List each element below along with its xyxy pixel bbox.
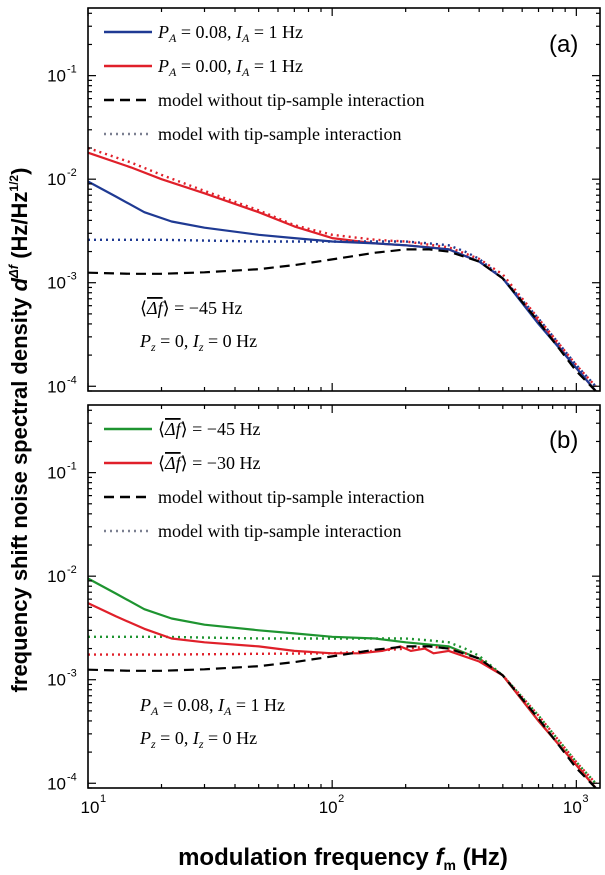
panel-b-ytick-label-3: 10 — [47, 774, 66, 793]
panel-a-series-4 — [87, 248, 597, 392]
panel-b-frame — [87, 404, 601, 789]
y-axis-label-units: (Hz/Hz — [7, 192, 32, 265]
panel-a-ytick-exp-2: -3 — [67, 271, 77, 283]
panel-a-series-2 — [87, 180, 597, 392]
x-axis-label-sub: m — [443, 857, 455, 873]
panel-a-label: (a) — [549, 31, 578, 58]
xtick-label-1: 10 — [319, 798, 338, 817]
panel-b-label: (b) — [549, 427, 578, 454]
panel-a-annotation-1: Pz = 0, Iz = 0 Hz — [139, 331, 257, 354]
panel-a-series-0 — [87, 151, 597, 392]
panel-b-ytick-label-2: 10 — [47, 671, 66, 690]
panel-a-legend: PA = 0.08, IA = 1 Hz PA = 0.00, IA = 1 Hz… — [104, 22, 424, 144]
panel-a-ytick-label-1: 10 — [47, 170, 66, 189]
y-axis-label-units-close: ) — [7, 168, 32, 175]
y-axis-label: frequency shift noise spectral density d… — [6, 168, 32, 693]
y-axis-label-units-sup: 1/2 — [7, 175, 21, 192]
panel-a-annotation-0: ⟨Δf⟩ = −45 Hz — [140, 298, 242, 318]
x-axis-label-units: (Hz) — [456, 844, 508, 871]
panel-a-series — [87, 146, 597, 392]
panel-a-ytick-label-3: 10 — [47, 377, 66, 396]
x-axis-label: modulation frequency fm (Hz) — [178, 844, 508, 873]
panel-a-legend-label-2: model without tip-sample interaction — [158, 90, 424, 110]
panel-a-frame — [87, 7, 601, 392]
panel-a: 10-110-210-310-4 (a) PA = 0.08, IA = 1 H… — [47, 7, 601, 396]
y-axis-label-main: frequency shift noise spectral density — [7, 291, 32, 692]
panel-b-series-1 — [88, 635, 597, 785]
y-axis-label-sup: Δf — [6, 263, 21, 279]
panel-b-ytick-label-1: 10 — [47, 567, 66, 586]
panel-b-legend-label-0: ⟨Δf⟩ = −45 Hz — [158, 419, 260, 439]
panel-b-series-0 — [87, 577, 597, 789]
panel-b-series-4 — [87, 645, 597, 789]
panel-b-series — [87, 577, 597, 789]
xtick-exp-2: 3 — [582, 793, 588, 805]
xtick-label-2: 10 — [563, 798, 582, 817]
panel-a-legend-label-1: PA = 0.00, IA = 1 Hz — [157, 56, 303, 79]
panel-b-legend-label-1: ⟨Δf⟩ = −30 Hz — [158, 453, 260, 473]
xtick-label-0: 10 — [81, 798, 100, 817]
xtick-exp-0: 1 — [100, 793, 106, 805]
panel-a-ytick-exp-1: -2 — [67, 167, 77, 179]
x-axis-label-symbol: f — [435, 844, 445, 871]
panel-a-annotations: ⟨Δf⟩ = −45 Hz Pz = 0, Iz = 0 Hz — [139, 298, 257, 354]
xtick-exp-1: 2 — [338, 793, 344, 805]
panel-a-ytick-exp-0: -1 — [67, 64, 77, 76]
panel-b-legend: ⟨Δf⟩ = −45 Hz ⟨Δf⟩ = −30 Hz model without … — [104, 419, 424, 541]
panel-b-legend-label-3: model with tip-sample interaction — [158, 521, 401, 541]
panel-b-ytick-exp-3: -4 — [67, 771, 77, 783]
panel-a-series-3 — [88, 238, 597, 388]
panel-b-ytick-exp-2: -3 — [67, 668, 77, 680]
panel-a-series-1 — [87, 146, 597, 388]
panel-b-ytick-exp-1: -2 — [67, 564, 77, 576]
panel-b-ytick-exp-0: -1 — [67, 461, 77, 473]
x-axis-label-main: modulation frequency — [178, 844, 435, 871]
panel-b: 10 -110 -210 -310 -410 1 10 2 10 3 (b) ⟨Δf⟩ = −45… — [47, 404, 601, 817]
panel-b-legend-label-2: model without tip-sample interaction — [158, 487, 424, 507]
panel-a-ytick-exp-3: -4 — [67, 374, 77, 386]
panel-b-annotation-0: PA = 0.08, IA = 1 Hz — [139, 695, 285, 718]
panel-a-ytick-label-0: 10 — [47, 67, 66, 86]
panel-a-legend-label-3: model with tip-sample interaction — [158, 124, 401, 144]
panel-b-annotation-1: Pz = 0, Iz = 0 Hz — [139, 728, 257, 751]
panel-b-ytick-label-0: 10 — [47, 464, 66, 483]
panel-b-annotations: PA = 0.08, IA = 1 Hz Pz = 0, Iz = 0 Hz — [139, 695, 285, 751]
panel-b-ticks: 10 -110 -210 -310 -410 1 10 2 10 3 — [47, 405, 600, 817]
panel-a-legend-label-0: PA = 0.08, IA = 1 Hz — [157, 22, 303, 45]
y-axis-label-symbol: d — [7, 277, 32, 291]
panel-a-ytick-label-2: 10 — [47, 274, 66, 293]
